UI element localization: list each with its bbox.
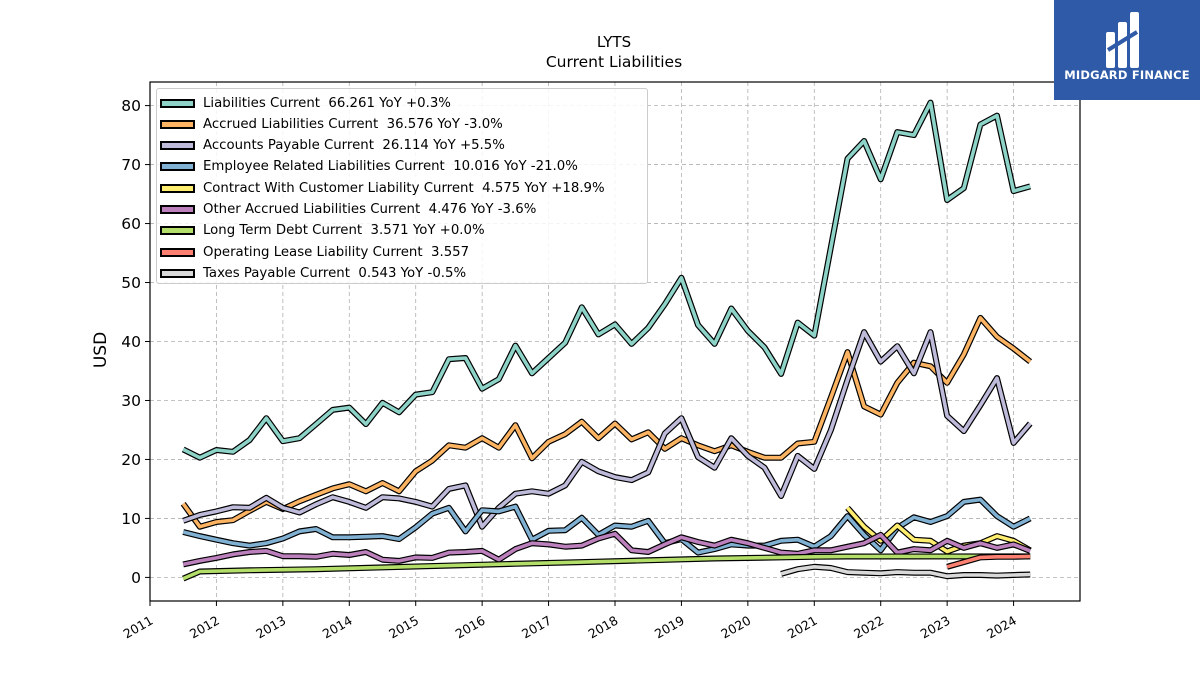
y-tick-label: 50: [121, 274, 141, 292]
x-tick-label: 2012: [187, 613, 222, 642]
logo: MIDGARD FINANCE: [1054, 0, 1200, 100]
legend-label: Taxes Payable Current 0.543 YoY -0.5%: [203, 265, 467, 281]
series-layer: [180, 99, 1033, 582]
x-tick-label: 2013: [253, 613, 288, 642]
x-tick-label: 2011: [120, 613, 155, 642]
legend-label: Accrued Liabilities Current 36.576 YoY -…: [203, 116, 503, 132]
legend-label: Contract With Customer Liability Current…: [203, 180, 605, 196]
legend-swatch: [160, 205, 195, 214]
series-line-accrued-liabilities-current: [181, 316, 1032, 529]
x-tick-label: 2018: [585, 613, 620, 642]
legend-swatch: [160, 247, 195, 257]
legend-item-accounts-payable-current: Accounts Payable Current 26.114 YoY +5.5…: [157, 136, 505, 156]
y-tick-label: 60: [121, 215, 141, 233]
legend-item-contract-with-customer-liability-current: Contract With Customer Liability Current…: [157, 178, 605, 198]
legend-label: Other Accrued Liabilities Current 4.476 …: [203, 202, 537, 217]
legend-item-long-term-debt-current: Long Term Debt Current 3.571 YoY +0.0%: [157, 221, 485, 241]
y-tick-label: 70: [121, 156, 141, 174]
legend-swatch: [160, 183, 195, 193]
legend-item-liabilities-current: Liabilities Current 66.261 YoY +0.3%: [157, 93, 451, 113]
x-axis: 2011 2012 2013 2014 2015 2016 2017 2018 2019 2020…: [120, 601, 1019, 642]
y-tick-label: 10: [121, 510, 141, 528]
chart-subtitle: Current Liabilities: [545, 53, 683, 71]
series-line-liabilities-current: [182, 100, 1031, 460]
series-line-accounts-payable-current: [182, 330, 1032, 529]
series-line-operating-lease-liability-current: [946, 554, 1031, 569]
x-tick-label: 2021: [785, 613, 820, 642]
y-tick-label: 30: [121, 392, 141, 410]
midgard-logo-icon: [1106, 12, 1139, 68]
y-tick-label: 40: [121, 333, 141, 351]
y-tick-label: 20: [121, 451, 141, 469]
y-tick-label: 80: [121, 97, 141, 115]
legend-item-other-accrued-liabilities-current: Other Accrued Liabilities Current 4.476 …: [157, 200, 536, 220]
legend-label: Employee Related Liabilities Current 10.…: [203, 159, 578, 175]
legend-item-operating-lease-liability-current: Operating Lease Liability Current 3.557: [157, 242, 469, 262]
series-line-long-term-debt-current: [182, 554, 1031, 581]
legend-label: Long Term Debt Current 3.571 YoY +0.0%: [203, 223, 485, 239]
x-tick-label: 2020: [718, 613, 753, 642]
series-line-employee-related-liabilities-current: [182, 497, 1032, 555]
legend-swatch: [160, 162, 195, 172]
x-tick-label: 2016: [453, 613, 488, 642]
legend-label: Operating Lease Liability Current 3.557: [203, 244, 470, 260]
legend-swatch: [160, 98, 195, 108]
x-tick-label: 2023: [918, 613, 953, 642]
legend-item-taxes-payable-current: Taxes Payable Current 0.543 YoY -0.5%: [157, 263, 466, 283]
series-line-other-accrued-liabilities-current: [182, 531, 1031, 567]
x-tick-label: 2019: [652, 613, 687, 642]
series-line-taxes-payable-current: [780, 564, 1031, 579]
x-tick-label: 2014: [320, 613, 355, 642]
legend-label: Liabilities Current 66.261 YoY +0.3%: [203, 95, 451, 111]
x-tick-label: 2024: [984, 613, 1019, 642]
legend-item-accrued-liabilities-current: Accrued Liabilities Current 36.576 YoY -…: [157, 114, 503, 134]
x-tick-label: 2022: [851, 613, 886, 642]
y-axis-label: USD: [91, 331, 112, 369]
legend-item-employee-related-liabilities-current: Employee Related Liabilities Current 10.…: [157, 157, 578, 177]
legend-swatch: [160, 268, 195, 278]
y-axis: 0 10 20 30 40 50 60 70 80: [121, 97, 150, 587]
legend-label: Accounts Payable Current 26.114 YoY +5.5…: [203, 138, 505, 154]
legend-swatch: [160, 141, 195, 151]
y-tick-label: 0: [131, 569, 141, 587]
x-tick-label: 2015: [386, 613, 421, 642]
logo-text: MIDGARD FINANCE: [1064, 68, 1190, 82]
legend-swatch: [160, 226, 195, 236]
legend: Liabilities Current 66.261 YoY +0.3% Accr…: [156, 88, 648, 284]
chart-title: LYTS: [596, 33, 632, 51]
legend-swatch: [160, 119, 195, 129]
x-tick-label: 2017: [519, 613, 554, 642]
